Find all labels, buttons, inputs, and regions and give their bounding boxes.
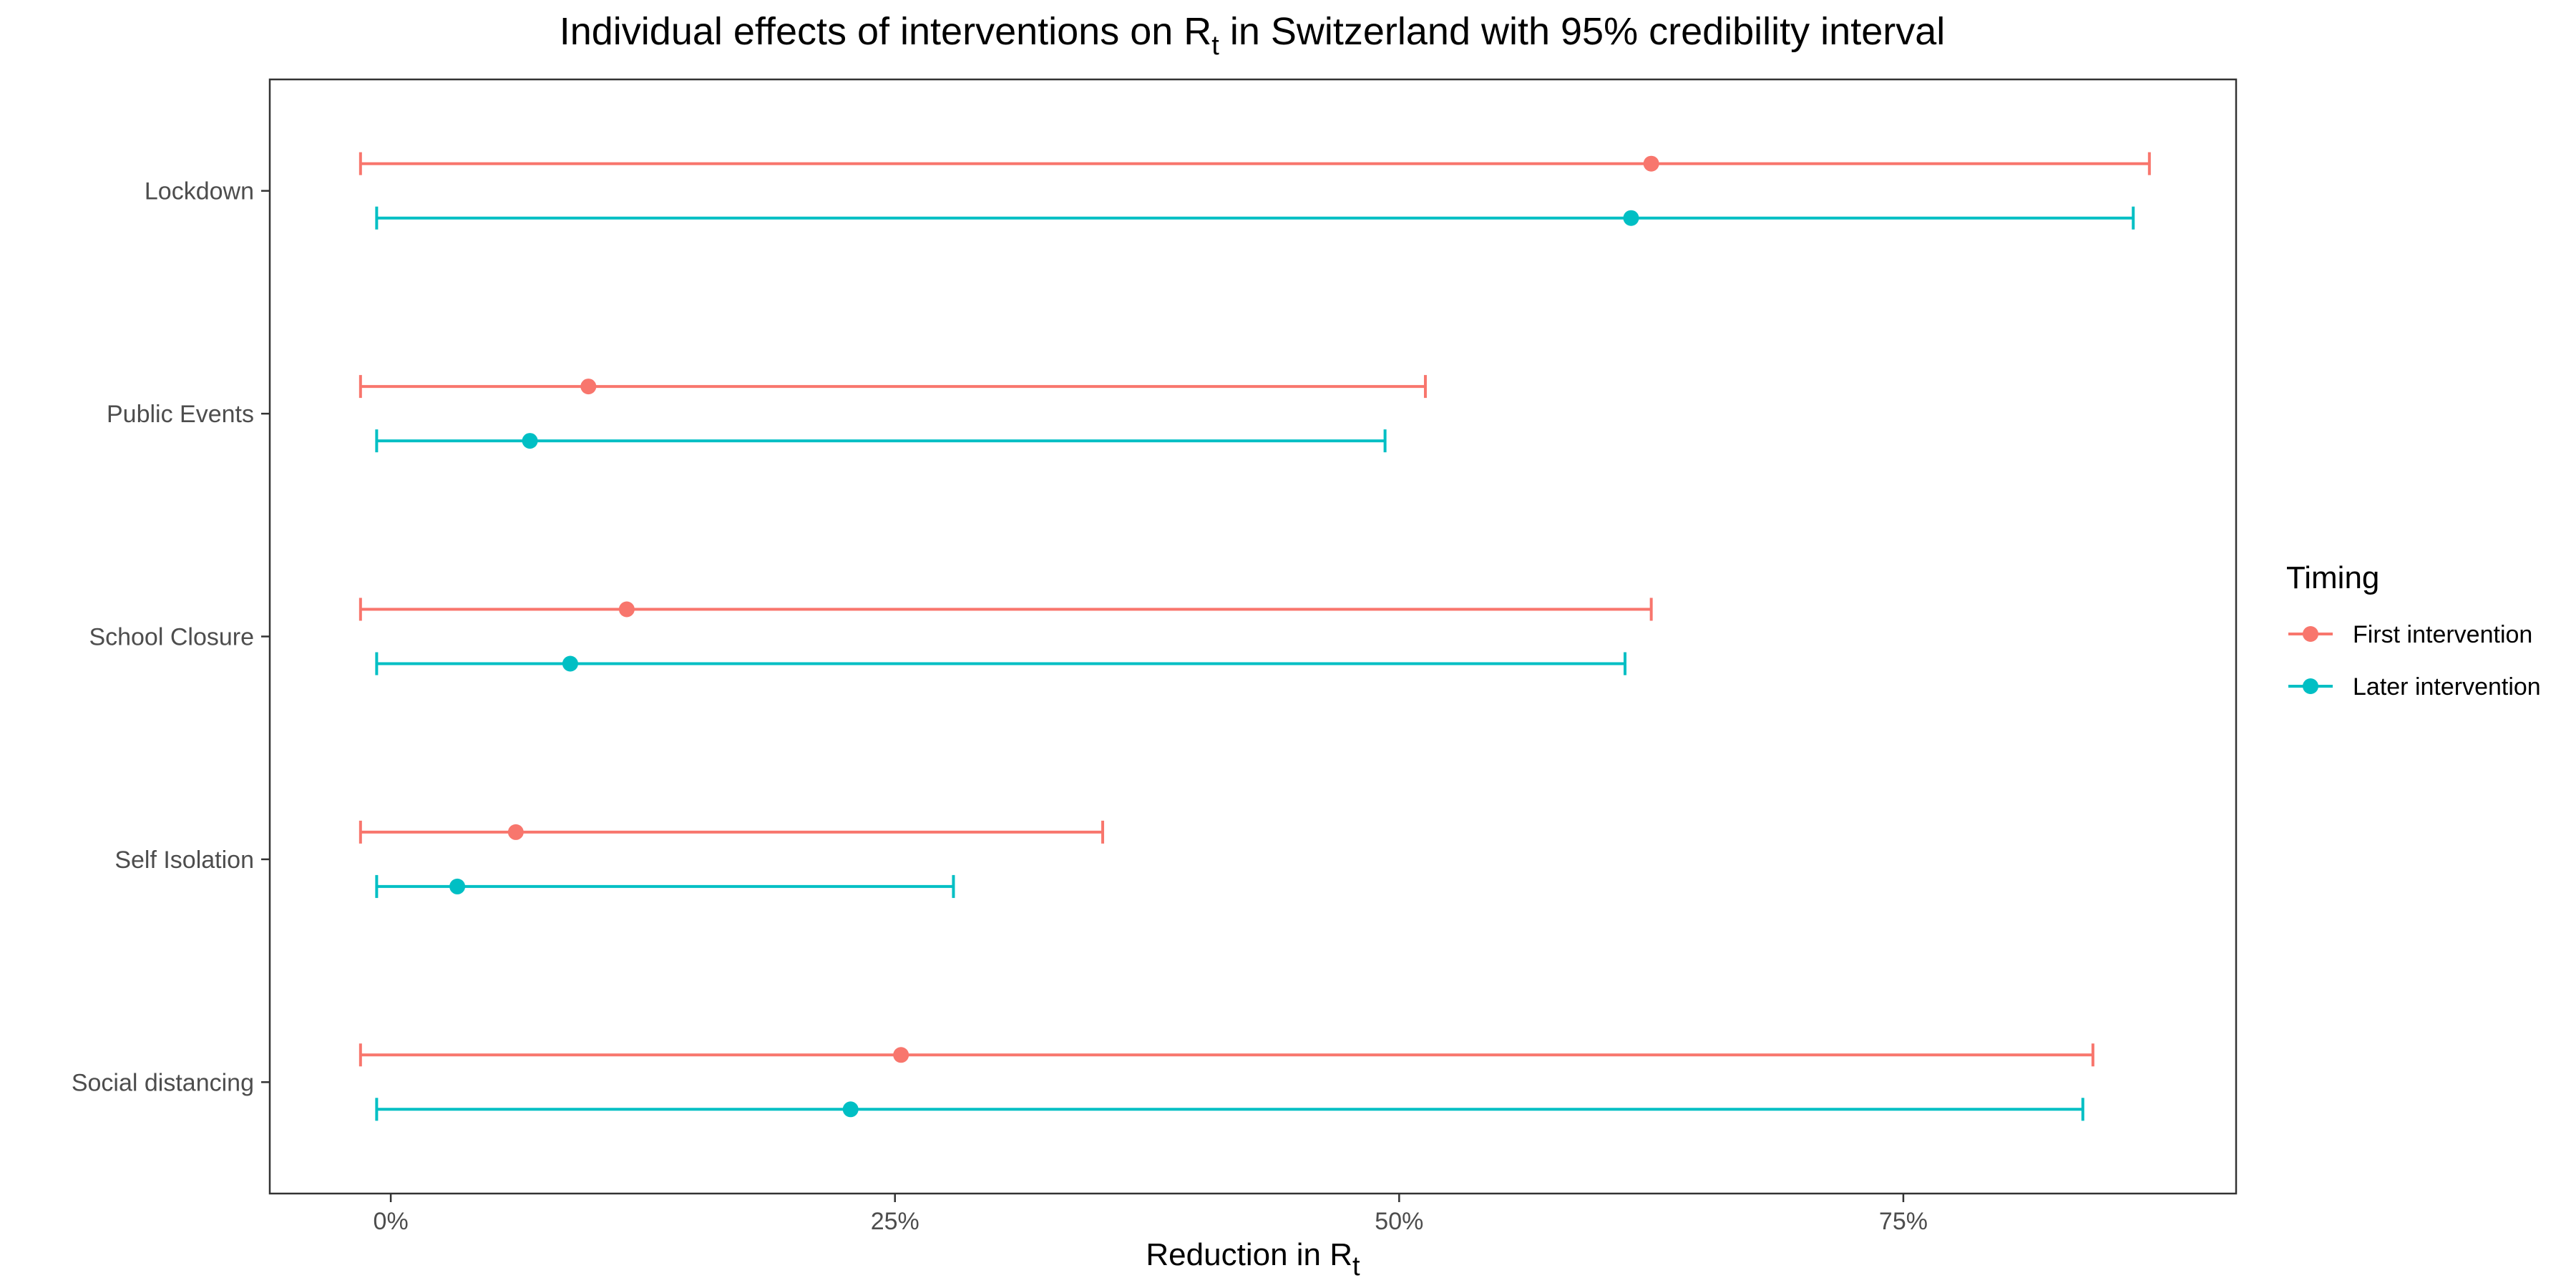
y-axis: Lockdown Public Events School Closure Self … — [72, 178, 270, 1096]
legend-key-point — [2303, 678, 2318, 694]
y-tick-label: Social distancing — [72, 1069, 254, 1096]
y-tick-label: Lockdown — [145, 178, 254, 205]
chart-title-symbol: R — [1184, 10, 1211, 53]
legend-title: Timing — [2286, 560, 2379, 595]
plot-panel — [268, 78, 2238, 1195]
y-tick-label: Self Isolation — [114, 847, 254, 874]
mean-point — [893, 1047, 909, 1063]
legend-item: First intervention — [2288, 621, 2532, 648]
errorbars — [358, 152, 2151, 1121]
legend-key-point — [2303, 626, 2318, 642]
chart-title: Individual effects of interventions on R… — [560, 10, 1946, 61]
legend-label: Later intervention — [2353, 673, 2541, 701]
x-tick-label: 0% — [374, 1208, 409, 1235]
series-1 — [358, 152, 2151, 1067]
x-axis: 0% 25% 50% 75% — [374, 1194, 1928, 1235]
x-tick-label: 50% — [1375, 1208, 1423, 1235]
x-axis-title-sub: t — [1352, 1252, 1360, 1282]
mean-point — [562, 655, 578, 672]
mean-point — [842, 1101, 859, 1118]
legend-label: First intervention — [2353, 621, 2532, 648]
mean-point — [618, 601, 635, 618]
chart-title-prefix: Individual effects of interventions on — [560, 10, 1184, 53]
mean-point — [507, 824, 524, 840]
mean-point — [1623, 210, 1639, 226]
chart-title-symbol-sub: t — [1211, 31, 1219, 61]
chart-title-suffix: in Switzerland with 95% credibility inte… — [1219, 10, 1945, 53]
y-tick-label: School Closure — [89, 624, 254, 651]
x-tick-label: 75% — [1879, 1208, 1928, 1235]
mean-point — [449, 878, 466, 894]
mean-point — [1643, 155, 1659, 172]
mean-point — [580, 379, 597, 395]
x-tick-label: 25% — [871, 1208, 919, 1235]
x-axis-title: Reduction in Rt — [1146, 1237, 1360, 1282]
legend: Timing First intervention Later intervent… — [2286, 560, 2541, 701]
legend-items: First intervention Later intervention — [2288, 621, 2541, 701]
legend-item: Later intervention — [2288, 673, 2541, 701]
mean-point — [522, 433, 538, 449]
y-tick-label: Public Events — [107, 401, 254, 428]
series-2 — [375, 206, 2135, 1121]
x-axis-title-prefix: Reduction in R — [1146, 1237, 1352, 1272]
